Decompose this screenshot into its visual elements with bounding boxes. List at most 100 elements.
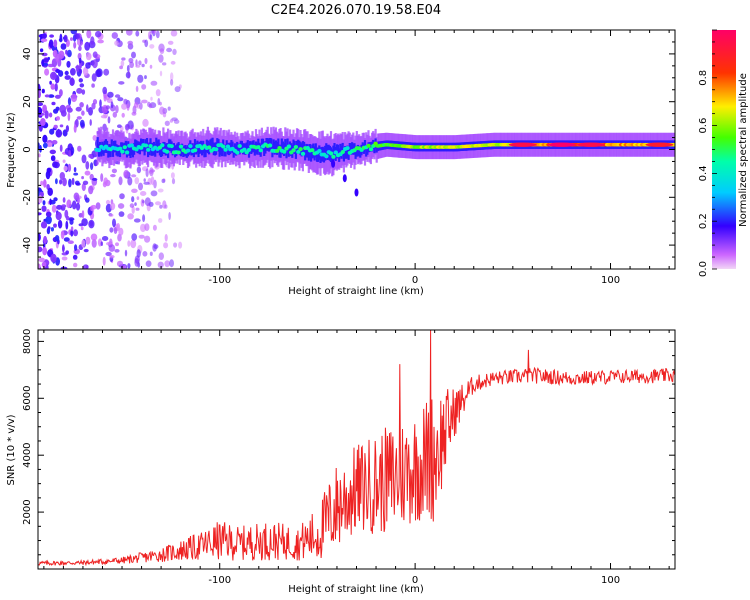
ridge-band [292,139,295,153]
x-tick-label: 0 [412,575,418,586]
noise-speckle [60,43,67,50]
noise-speckle [81,89,86,95]
ridge-core [242,147,247,152]
noise-speckle [67,143,73,152]
noise-speckle [142,214,146,223]
noise-speckle [111,168,117,174]
noise-speckle [74,244,78,252]
noise-speckle [42,247,48,256]
noise-speckle [82,180,89,185]
noise-speckle [65,250,69,255]
noise-speckle [59,172,65,180]
noise-speckle [159,204,163,209]
noise-speckle [78,45,82,52]
noise-speckle [142,200,145,204]
ridge-band [257,138,260,151]
ridge-band [161,144,164,157]
noise-speckle [41,59,45,67]
ridge-core [267,143,273,148]
y-tick-label: 2000 [22,499,33,524]
ridge-core [235,150,240,155]
noise-speckle [135,59,138,67]
noise-speckle [150,96,153,101]
ridge-band [218,144,221,157]
noise-speckle [115,105,119,114]
ridge-band [238,143,241,155]
noise-speckle [54,235,60,242]
noise-speckle [45,211,52,217]
noise-speckle [103,177,108,186]
noise-speckle [105,251,112,257]
noise-speckle [105,199,111,205]
ridge-core [160,143,165,148]
noise-speckle [144,39,149,48]
noise-speckle [178,241,183,249]
ridge-core [293,145,299,149]
ridge-core [214,147,219,152]
noise-speckle [88,185,94,195]
ridge-core [282,149,287,154]
y-tick-label: 6000 [22,386,33,411]
ridge-halo [249,138,252,169]
noise-speckle [81,239,86,248]
noise-speckle [158,252,164,260]
noise-speckle [69,219,74,225]
ridge-band [310,147,313,162]
ridge-core [331,154,336,159]
noise-speckle [141,99,148,104]
noise-speckle [133,102,139,108]
noise-speckle [99,99,102,108]
y-tick-label: -40 [22,237,33,253]
noise-speckle [159,101,162,106]
noise-speckle [78,78,84,83]
noise-speckle [131,111,137,116]
ridge-core [164,149,170,154]
noise-speckle [114,40,119,46]
noise-speckle [134,258,140,267]
noise-speckle [114,94,121,98]
noise-speckle [60,266,68,269]
noise-speckle [57,219,63,229]
noise-speckle [50,155,56,162]
noise-speckle [89,220,94,227]
noise-speckle [71,177,75,186]
noise-speckle [70,226,74,231]
noise-speckle [62,159,66,163]
noise-speckle [127,40,133,46]
ridge-band [351,142,354,154]
noise-speckle [157,188,164,193]
noise-speckle [51,204,57,213]
noise-speckle [42,142,48,149]
ridge-core [225,144,231,149]
noise-speckle [60,110,67,117]
x-tick-label: 100 [601,575,620,586]
noise-speckle [57,128,60,138]
noise-speckle [123,169,130,179]
noise-speckle [49,128,55,135]
noise-speckle [135,30,140,37]
noise-speckle [110,101,114,109]
noise-speckle [77,145,82,152]
ridge-band [131,145,134,158]
noise-speckle [61,204,67,208]
ridge-core [328,151,334,156]
snr-y-axis-label: SNR (10 * v/v) [6,414,17,485]
noise-speckle [164,204,168,209]
noise-speckle [163,242,169,249]
noise-speckle [110,174,116,178]
ridge-band [348,143,351,155]
noise-speckle [84,170,91,176]
ridge-band [219,142,222,155]
noise-speckle [48,94,55,98]
noise-speckle [41,52,48,57]
noise-speckle [79,102,84,108]
noise-speckle [38,102,44,107]
noise-speckle [85,62,91,69]
noise-speckle [49,149,56,155]
ridge-band [109,145,112,158]
ridge-core [317,148,322,153]
ridge-band [122,143,125,155]
noise-speckle [134,202,137,207]
noise-speckle [90,36,95,45]
noise-speckle [46,142,53,148]
